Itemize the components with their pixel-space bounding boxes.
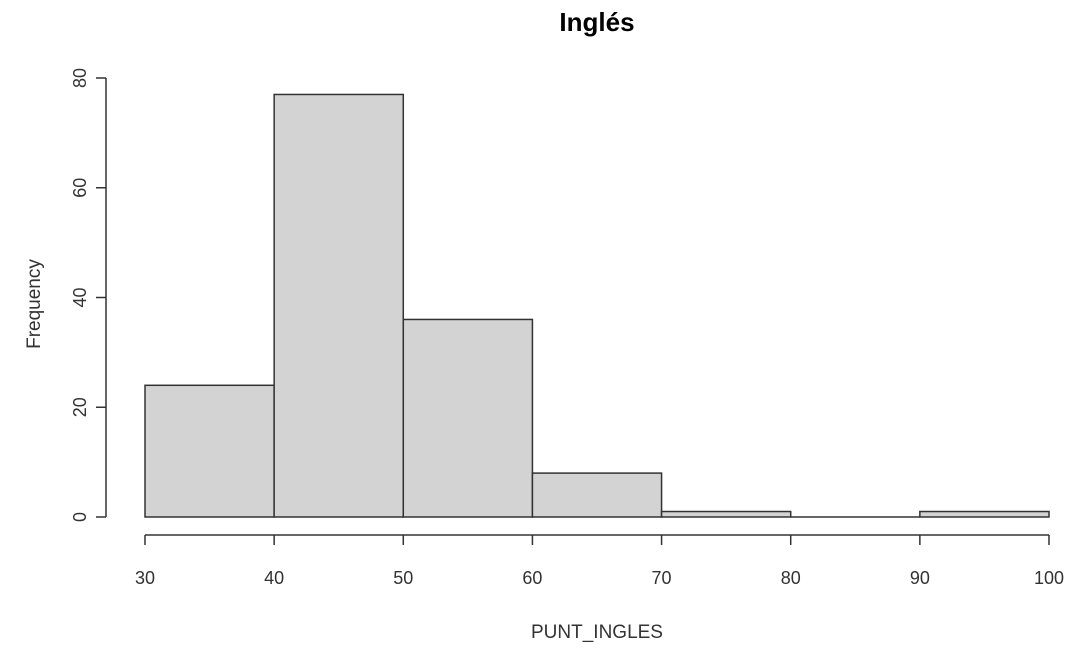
histogram-bar <box>531 472 663 518</box>
y-tick-label: 0 <box>70 512 90 522</box>
histogram-bar <box>273 93 405 518</box>
y-tick-label: 60 <box>70 178 90 198</box>
histogram-bar <box>660 510 792 518</box>
x-axis-title: PUNT_INGLES <box>531 622 663 643</box>
x-tick-label: 90 <box>910 568 930 588</box>
x-tick-label: 30 <box>135 568 155 588</box>
y-tick-label: 40 <box>70 287 90 307</box>
x-tick-label: 80 <box>781 568 801 588</box>
histogram-bar <box>919 510 1050 518</box>
y-axis-title: Frequency <box>24 259 45 349</box>
bars-group <box>144 93 1050 518</box>
x-tick-label: 100 <box>1034 568 1064 588</box>
chart-title: Inglés <box>559 7 634 37</box>
x-tick-label: 40 <box>264 568 284 588</box>
histogram-bar <box>144 384 275 518</box>
x-tick-label: 50 <box>393 568 413 588</box>
y-tick-label: 80 <box>70 68 90 88</box>
x-axis: 30 40 50 60 70 80 90 100 <box>135 534 1064 588</box>
histogram-bar <box>402 318 534 518</box>
y-axis: 0 20 40 60 80 <box>70 68 107 522</box>
x-tick-label: 70 <box>652 568 672 588</box>
y-tick-label: 20 <box>70 397 90 417</box>
x-tick-label: 60 <box>522 568 542 588</box>
